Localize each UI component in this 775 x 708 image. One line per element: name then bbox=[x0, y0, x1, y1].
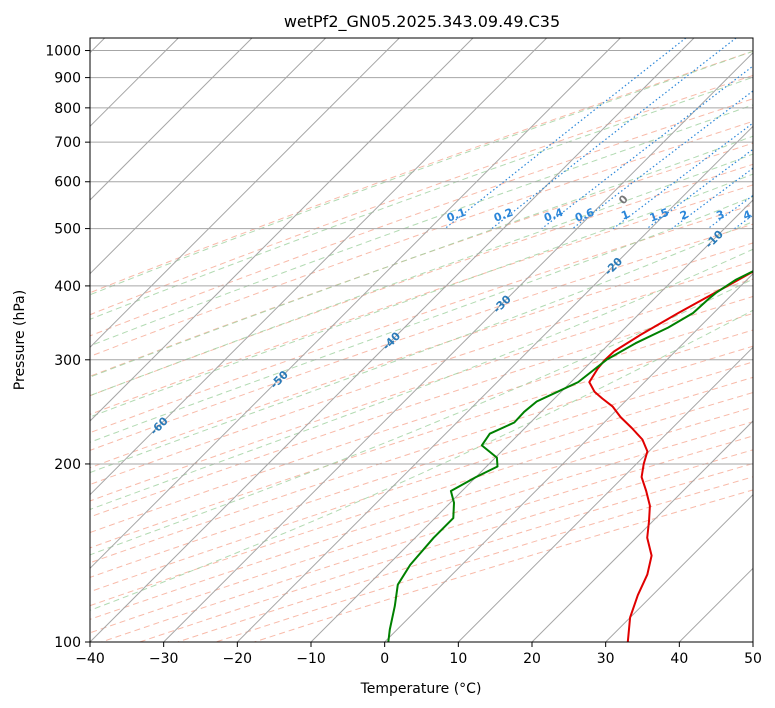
chart-title: wetPf2_GN05.2025.343.09.49.C35 bbox=[284, 12, 560, 32]
y-tick-label: 400 bbox=[54, 279, 81, 295]
moist-adiabat-line bbox=[90, 248, 753, 510]
moist-adiabat-line bbox=[90, 153, 753, 397]
x-tick-label: 30 bbox=[597, 651, 615, 667]
dry-adiabat-line bbox=[90, 361, 753, 578]
x-tick-label: 0 bbox=[380, 651, 389, 667]
x-axis-label: Temperature (°C) bbox=[360, 681, 482, 697]
dry-adiabat-line bbox=[90, 312, 753, 534]
isotherm-line bbox=[90, 38, 621, 570]
profile-series bbox=[387, 270, 753, 642]
background-lines bbox=[90, 38, 753, 642]
mixing-ratio-line bbox=[572, 90, 753, 230]
dewpoint-profile-line bbox=[387, 270, 753, 642]
dry-adiabat-line bbox=[90, 142, 753, 377]
mixing-ratio-label: 0.1 bbox=[445, 206, 468, 225]
plot-frame bbox=[89, 37, 754, 643]
x-tick-label: 20 bbox=[523, 651, 541, 667]
dry-adiabat-line bbox=[90, 50, 753, 294]
isotherm-line bbox=[90, 38, 474, 422]
dry-adiabat-line bbox=[90, 242, 753, 469]
dry-adiabat-line bbox=[90, 98, 753, 337]
mixing-ratio-label: 1 bbox=[619, 208, 631, 223]
x-axis-ticks: −40 −30 −20 −10 0 10 20 30 40 50 bbox=[75, 642, 762, 667]
mixing-ratio-label: 0.4 bbox=[542, 206, 565, 225]
y-tick-label: 200 bbox=[54, 457, 81, 473]
dry-adiabat-line bbox=[90, 74, 753, 316]
moist-adiabat-line bbox=[90, 278, 753, 556]
x-tick-label: −10 bbox=[296, 651, 326, 667]
y-tick-label: 500 bbox=[54, 222, 81, 238]
mixing-ratio-label: 1.5 bbox=[648, 206, 671, 225]
isotherm-line bbox=[310, 199, 753, 642]
y-axis-label: Pressure (hPa) bbox=[12, 290, 28, 390]
isotherm-line bbox=[90, 38, 548, 496]
dry-adiabat-line bbox=[90, 223, 753, 451]
y-tick-label: 600 bbox=[54, 175, 81, 191]
x-tick-label: 40 bbox=[670, 651, 688, 667]
moist-adiabat-line bbox=[90, 76, 753, 320]
isotherm-line bbox=[90, 38, 327, 275]
y-tick-label: 100 bbox=[54, 635, 81, 651]
y-tick-label: 700 bbox=[54, 135, 81, 151]
x-tick-label: −40 bbox=[75, 651, 105, 667]
dry-adiabat-line bbox=[90, 163, 753, 397]
isotherm-line bbox=[163, 51, 753, 642]
moist-adiabat-line bbox=[90, 195, 753, 443]
mixing-ratio-label: 0.2 bbox=[492, 206, 515, 225]
isotherm-line bbox=[90, 38, 253, 201]
x-tick-label: 10 bbox=[449, 651, 467, 667]
mixing-ratio-line bbox=[671, 167, 753, 230]
isotherm-line bbox=[90, 38, 695, 642]
x-tick-label: −20 bbox=[223, 651, 253, 667]
mixing-ratio-line bbox=[541, 65, 753, 230]
x-tick-label: −30 bbox=[149, 651, 179, 667]
y-tick-label: 900 bbox=[54, 71, 81, 87]
x-tick-label: 50 bbox=[744, 651, 762, 667]
isotherm-line bbox=[384, 272, 753, 642]
dry-adiabat-line bbox=[90, 329, 753, 549]
mixing-ratio-label: 2 bbox=[678, 208, 690, 223]
moist-adiabat-line bbox=[90, 173, 753, 418]
mixing-ratio-label: 4 bbox=[741, 208, 753, 223]
dry-adiabat-line bbox=[90, 184, 753, 415]
y-tick-label: 800 bbox=[54, 101, 81, 117]
mixing-ratio-label: 3 bbox=[715, 208, 727, 223]
isotherm-line bbox=[90, 38, 400, 349]
y-tick-label: 300 bbox=[54, 353, 81, 369]
dry-adiabat-line bbox=[90, 376, 753, 593]
mixing-ratio-label: 0.6 bbox=[573, 206, 596, 225]
isotherm-line bbox=[457, 346, 753, 642]
moist-adiabat-line bbox=[90, 50, 753, 296]
isotherm-line bbox=[236, 125, 753, 642]
isotherm-line bbox=[531, 420, 753, 642]
y-tick-label: 1000 bbox=[45, 44, 81, 60]
y-axis-ticks: 100 200 300 400 500 600 700 800 900 1000 bbox=[45, 44, 90, 651]
temperature-profile-line bbox=[588, 270, 753, 642]
dry-adiabat-line bbox=[90, 278, 753, 502]
isotherm-line bbox=[605, 493, 753, 642]
